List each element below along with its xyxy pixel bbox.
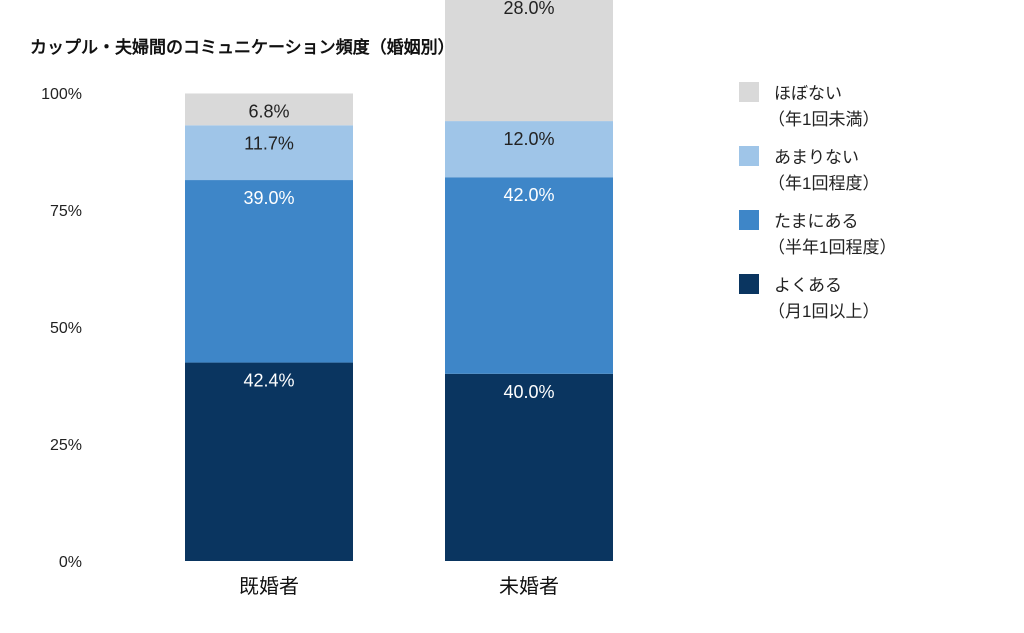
legend-sublabel: （年1回程度） xyxy=(768,174,879,193)
legend-label: あまりない xyxy=(774,148,859,167)
bar-segment xyxy=(445,177,613,374)
legend-label: たまにある xyxy=(774,212,859,231)
bar-segment xyxy=(445,0,613,122)
y-tick-label: 75% xyxy=(50,203,82,220)
legend-sublabel: （月1回以上） xyxy=(768,302,879,321)
y-tick-label: 100% xyxy=(41,86,82,103)
y-tick-label: 0% xyxy=(59,554,82,571)
x-tick-label: 既婚者 xyxy=(239,575,299,598)
legend: ほぼない （年1回未満） あまりない （年1回程度） たまにある （半年1回程度） よくある… xyxy=(739,82,896,321)
x-tick-label: 未婚者 xyxy=(499,575,559,598)
legend-swatch xyxy=(739,146,759,166)
data-label: 6.8% xyxy=(248,101,289,121)
bar-segment xyxy=(445,121,613,178)
data-label: 12.0% xyxy=(503,129,554,149)
data-label: 28.0% xyxy=(503,0,554,18)
legend-label: よくある xyxy=(774,276,842,295)
chart-title: カップル・夫婦間のコミュニケーション頻度（婚姻別） xyxy=(30,37,455,57)
bar-segment xyxy=(445,373,613,561)
data-label: 39.0% xyxy=(243,188,294,208)
legend-sublabel: （半年1回程度） xyxy=(768,238,896,257)
legend-sublabel: （年1回未満） xyxy=(768,110,879,129)
bar-segment xyxy=(185,362,353,561)
data-label: 42.4% xyxy=(243,371,294,391)
x-axis: 既婚者 未婚者 xyxy=(239,575,559,598)
data-label: 11.7% xyxy=(244,133,294,153)
legend-swatch xyxy=(739,210,759,230)
legend-swatch xyxy=(739,274,759,294)
bar-segment xyxy=(185,180,353,363)
y-tick-label: 50% xyxy=(50,320,82,337)
y-tick-label: 25% xyxy=(50,437,82,454)
data-label: 42.0% xyxy=(503,185,554,205)
bar-segment xyxy=(185,93,353,126)
bar-segment xyxy=(185,125,353,181)
y-axis: 0% 25% 50% 75% 100% xyxy=(41,86,82,571)
legend-swatch xyxy=(739,82,759,102)
bars: 42.4% 39.0% 11.7% 6.8% 40.0% 42.0% 12.0% 28.0% xyxy=(185,0,613,561)
legend-label: ほぼない xyxy=(774,84,842,103)
data-label: 40.0% xyxy=(503,382,554,402)
